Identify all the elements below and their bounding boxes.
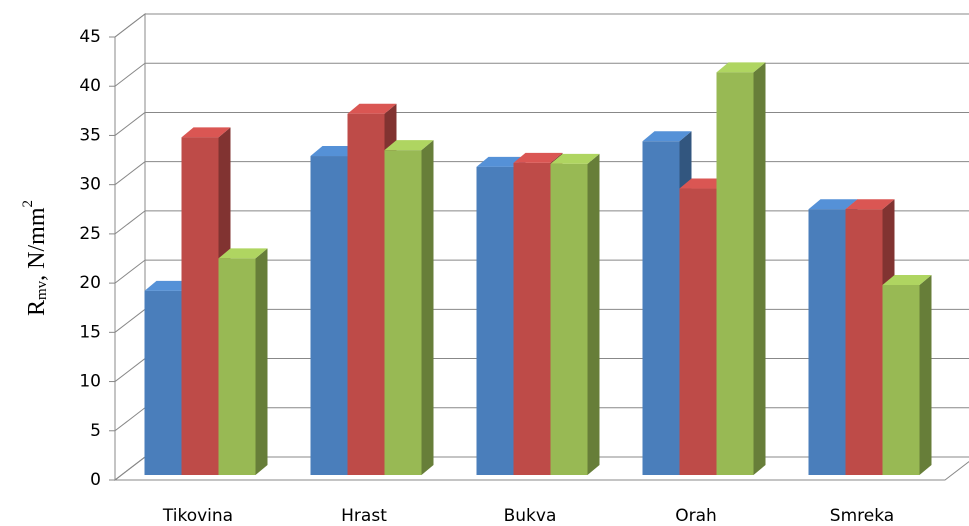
grid-line — [114, 407, 146, 432]
bar-top — [218, 248, 268, 259]
y-tick-label: 10 — [79, 372, 101, 392]
y-tick-label: 5 — [90, 421, 101, 441]
bar — [716, 72, 754, 476]
bar-top — [347, 103, 397, 114]
bar-top — [882, 275, 932, 286]
x-tick-label: Orah — [675, 506, 717, 526]
y-label-sup: 2 — [20, 200, 36, 208]
bar-top — [513, 152, 563, 163]
y-label-sub: mv — [34, 280, 50, 300]
y-tick-label: 45 — [79, 27, 101, 47]
bar-top — [808, 199, 858, 210]
x-tick-label: Smreka — [830, 506, 894, 526]
grid-line — [114, 13, 146, 38]
grid-line — [114, 308, 146, 333]
bar-top — [679, 178, 729, 189]
bar-top — [310, 146, 360, 157]
grid-line — [114, 259, 146, 284]
grid-line — [114, 62, 146, 87]
bar-side — [753, 62, 766, 476]
bar-top — [476, 156, 526, 167]
y-tick-label: 30 — [79, 175, 101, 195]
y-label-part: , N/mm — [24, 207, 50, 281]
x-tick-label: Hrast — [341, 506, 387, 526]
grid-line — [114, 161, 146, 186]
bar — [144, 290, 182, 475]
bar-side — [421, 140, 434, 475]
bar — [181, 137, 219, 475]
bar-side — [587, 153, 600, 475]
y-tick-label: 0 — [90, 470, 101, 490]
grid-line — [114, 358, 146, 382]
y-axis-label: Rmv, N/mm2 — [20, 200, 50, 316]
x-tick-label: Bukva — [504, 506, 557, 526]
x-tick-label: Tikovina — [162, 506, 233, 526]
grid-line — [114, 210, 146, 235]
y-tick-label: 40 — [79, 76, 101, 96]
bar-side — [255, 248, 268, 475]
grid-line — [114, 456, 146, 481]
bar-top — [642, 131, 692, 142]
y-tick-label: 35 — [79, 125, 101, 145]
bar — [347, 113, 385, 475]
bar — [218, 258, 256, 475]
bar-top — [144, 280, 194, 291]
y-tick-label: 20 — [79, 273, 101, 293]
bar — [808, 209, 846, 475]
bar — [550, 163, 588, 475]
grid-line — [114, 112, 146, 136]
bar — [679, 188, 717, 475]
bar — [384, 150, 422, 475]
bar-top — [716, 62, 766, 73]
bar-top — [550, 153, 600, 164]
bar-top — [181, 127, 231, 138]
bar — [476, 166, 514, 475]
y-tick-label: 15 — [79, 322, 101, 342]
back-wall — [114, 12, 146, 482]
y-label-part: R — [24, 300, 50, 316]
bar — [642, 141, 680, 476]
bar — [845, 209, 883, 475]
bar-top — [845, 199, 895, 210]
bar — [513, 162, 551, 476]
bar — [882, 285, 920, 475]
y-tick-label: 25 — [79, 224, 101, 244]
bar-top — [384, 140, 434, 151]
bar-side — [919, 275, 932, 475]
bar — [310, 156, 348, 476]
